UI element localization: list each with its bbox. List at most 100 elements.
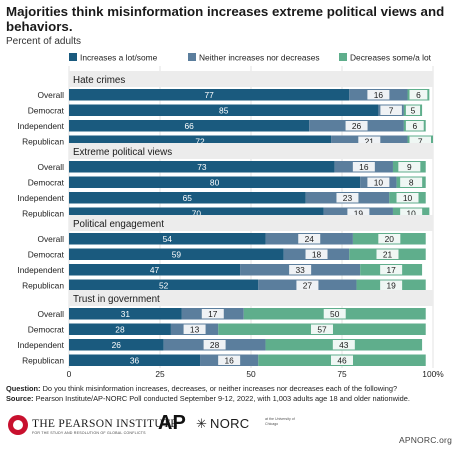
data-label: 52 [159, 281, 169, 291]
chart-title: Majorities think misinformation increase… [6, 4, 445, 34]
bar-segment [69, 120, 310, 132]
data-label-bg [409, 136, 431, 146]
data-label-bg [305, 249, 328, 259]
data-label: 5 [411, 106, 416, 116]
data-label-bg [201, 309, 224, 319]
data-label-bg [380, 280, 403, 290]
legend-label: Decreases some/a lot [350, 53, 432, 63]
legend-swatch [339, 53, 347, 61]
row-label: Overall [37, 90, 64, 100]
data-label-bg [358, 136, 381, 146]
bar-segment [69, 323, 171, 335]
row-label: Independent [17, 340, 64, 350]
group-header-band [69, 290, 433, 306]
legend-swatch [188, 53, 196, 61]
row-label: Democrat [28, 106, 65, 116]
data-label-bg [218, 355, 241, 365]
data-label-bg [296, 280, 319, 290]
data-label: 19 [386, 281, 396, 291]
data-label: 28 [210, 340, 220, 350]
data-label: 6 [416, 90, 421, 100]
bar-segment [69, 104, 379, 116]
data-label: 8 [409, 178, 414, 188]
chart-footer: Question: Do you think misinformation in… [6, 384, 456, 403]
row-label: Republican [22, 209, 64, 219]
norc-asterisk-icon: ✳ [196, 416, 207, 431]
data-label-bg [396, 193, 419, 203]
data-label: 72 [195, 137, 205, 147]
data-label: 24 [305, 234, 315, 244]
data-label: 36 [130, 356, 140, 366]
logo-strip: THE PEARSON INSTITUTE FOR THE STUDY AND … [0, 406, 460, 449]
data-label: 59 [172, 250, 182, 260]
row-label: Democrat [28, 250, 65, 260]
data-label-bg [405, 105, 421, 115]
legend-swatch [69, 53, 77, 61]
data-label: 16 [359, 162, 369, 172]
group-header-band [69, 71, 433, 87]
data-label: 26 [352, 121, 362, 131]
pearson-mark-icon [8, 415, 28, 435]
bar-segment [69, 354, 201, 366]
bar-segment [69, 264, 241, 276]
x-tick-label: 0 [67, 369, 72, 379]
data-label-bg [336, 193, 359, 203]
data-label: 57 [317, 325, 327, 335]
data-label: 7 [418, 137, 423, 147]
data-label-bg [203, 340, 226, 350]
data-label: 70 [192, 209, 202, 219]
chart-subtitle: Percent of adults [6, 36, 82, 47]
group-label: Political engagement [73, 219, 164, 230]
bar-segment [69, 89, 350, 101]
ap-logo: AP [158, 412, 186, 434]
legend-label: Increases a lot/some [80, 53, 158, 63]
row-label: Republican [22, 281, 64, 291]
data-label-bg [183, 324, 206, 334]
data-label: 21 [383, 250, 393, 260]
norc-wordmark: NORC [210, 416, 250, 431]
x-tick-label: 75 [337, 369, 347, 379]
data-label: 77 [204, 90, 214, 100]
data-label: 33 [295, 265, 305, 275]
data-label: 66 [184, 121, 194, 131]
question-note: Question: Do you think misinformation in… [6, 384, 456, 394]
data-label: 18 [312, 250, 322, 260]
bar-segment [69, 192, 306, 204]
data-label-bg [332, 340, 355, 350]
source-note: Source: Pearson Institute/AP-NORC Poll c… [6, 394, 456, 404]
data-label: 85 [219, 106, 229, 116]
data-label-bg [400, 208, 423, 218]
row-label: Independent [17, 121, 64, 131]
source-text: Pearson Institute/AP-NORC Poll conducted… [35, 393, 410, 403]
source-label: Source: [6, 393, 34, 403]
group-header-band [69, 143, 433, 159]
pearson-tagline: FOR THE STUDY AND RESOLUTION OF GLOBAL C… [32, 431, 146, 435]
data-label-bg [380, 105, 402, 115]
x-tick-label: 25 [155, 369, 165, 379]
data-label-bg [400, 177, 423, 187]
data-label-bg [345, 121, 368, 131]
group-label: Trust in government [73, 294, 160, 305]
data-label-bg [331, 355, 353, 365]
data-label: 47 [150, 265, 160, 275]
data-label: 10 [406, 209, 416, 219]
data-label: 43 [339, 340, 349, 350]
bar-segment [69, 176, 361, 188]
bar-segment [69, 233, 266, 245]
stacked-bar-chart: Increases a lot/some Neither increases no… [17, 53, 444, 380]
data-label: 10 [403, 193, 413, 203]
data-label-bg [347, 208, 370, 218]
row-label: Overall [37, 309, 64, 319]
bar-segment [69, 308, 182, 320]
group-header-band [69, 215, 433, 231]
data-label-bg [398, 162, 421, 172]
group-label: Extreme political views [73, 147, 172, 158]
data-label: 17 [208, 309, 218, 319]
data-label: 54 [163, 234, 173, 244]
bar-segment [69, 161, 335, 173]
data-label: 26 [112, 340, 122, 350]
bar-segment [69, 207, 324, 219]
data-label: 46 [337, 356, 347, 366]
data-label: 20 [385, 234, 395, 244]
data-label-bg [298, 234, 321, 244]
